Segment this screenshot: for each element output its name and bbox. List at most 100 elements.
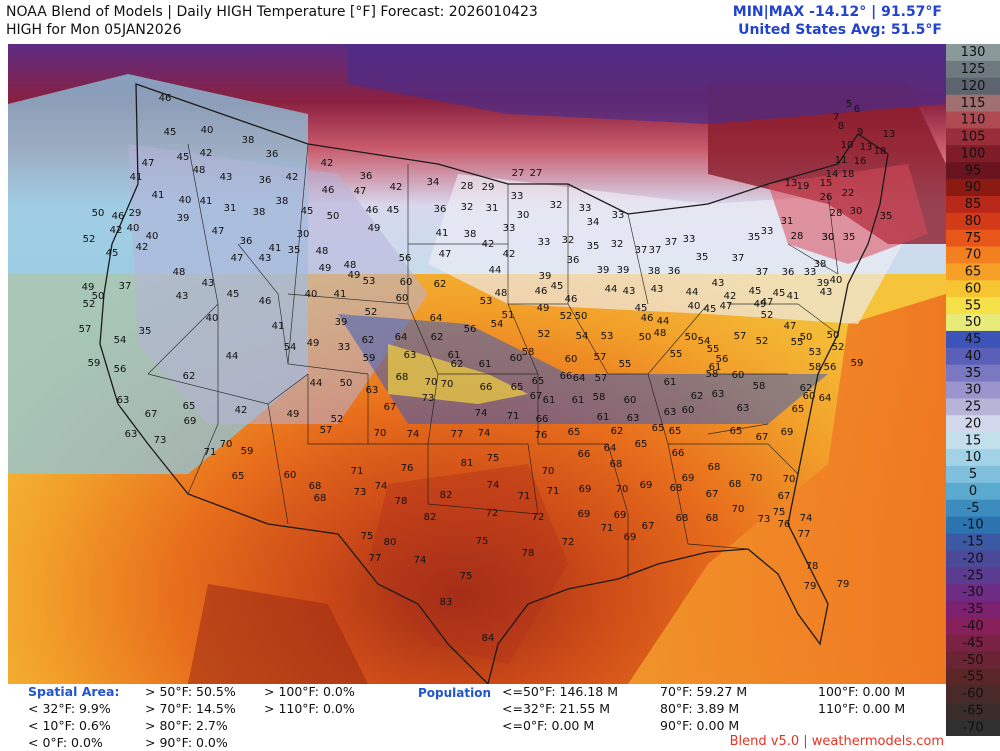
- temperature-label: 46: [366, 205, 379, 216]
- temperature-label: 45: [773, 288, 786, 299]
- population-stat: 90°F: 0.00 M: [660, 718, 740, 733]
- colorbar-label: -30: [962, 585, 983, 600]
- colorbar-swatch: [946, 415, 1000, 433]
- temperature-label: 64: [819, 393, 832, 404]
- temperature-label: 62: [434, 279, 447, 290]
- colorbar-swatch: [946, 702, 1000, 720]
- colorbar-swatch: [946, 685, 1000, 703]
- temperature-label: 32: [550, 200, 563, 211]
- temperature-label: 45: [749, 286, 762, 297]
- colorbar-swatch: [946, 449, 1000, 467]
- temperature-label: 32: [562, 235, 575, 246]
- temperature-label: 33: [338, 342, 351, 353]
- temperature-label: 40: [305, 289, 318, 300]
- temperature-label: 43: [651, 284, 664, 295]
- temperature-label: 76: [401, 463, 414, 474]
- temperature-label: 13: [883, 129, 896, 140]
- temperature-label: 48: [654, 328, 667, 339]
- temperature-label: 60: [803, 391, 816, 402]
- temperature-label: 27: [530, 168, 543, 179]
- colorbar-label: 110: [961, 113, 986, 128]
- temperature-label: 62: [183, 371, 196, 382]
- temperature-label: 68: [396, 372, 409, 383]
- temperature-label: 28: [461, 181, 474, 192]
- temperature-label: 64: [430, 313, 443, 324]
- colorbar-swatch: [946, 229, 1000, 248]
- temperature-label: 42: [321, 158, 334, 169]
- colorbar-label: 10: [965, 450, 982, 465]
- colorbar-swatch: [946, 145, 1000, 163]
- temperature-label: 50: [685, 332, 698, 343]
- temperature-label: 44: [686, 287, 699, 298]
- temperature-label: 83: [440, 597, 453, 608]
- temperature-label: 62: [691, 391, 704, 402]
- temperature-label: 50: [92, 291, 105, 302]
- temperature-label: 81: [461, 458, 474, 469]
- temperature-label: 59: [241, 446, 254, 457]
- temperature-label: 45: [635, 303, 648, 314]
- temperature-label: 72: [486, 508, 499, 519]
- temperature-label: 69: [184, 416, 197, 427]
- temperature-label: 48: [173, 267, 186, 278]
- temperature-label: 71: [204, 447, 217, 458]
- temperature-label: 37: [732, 253, 745, 264]
- temperature-label: 63: [117, 395, 130, 406]
- temperature-label: 36: [259, 175, 272, 186]
- temperature-label: 53: [363, 276, 376, 287]
- temperature-label: 80: [384, 537, 397, 548]
- temperature-label: 10: [841, 140, 854, 151]
- temperature-label: 67: [706, 489, 719, 500]
- temperature-label: 64: [604, 443, 617, 454]
- temperature-label: 6: [854, 104, 860, 115]
- title-line-1: NOAA Blend of Models | Daily HIGH Temper…: [6, 4, 538, 20]
- temperature-label: 75: [361, 531, 374, 542]
- temperature-label: 76: [535, 430, 548, 441]
- minmax-readout: MIN|MAX -14.12° | 91.57°F: [732, 4, 942, 20]
- temperature-label: 74: [478, 428, 491, 439]
- colorbar-swatch: [946, 179, 1000, 197]
- colorbar-label: 5: [969, 467, 977, 482]
- temperature-label: 52: [832, 342, 845, 353]
- summary-header: MIN|MAX -14.12° | 91.57°F United States …: [733, 3, 942, 39]
- colorbar-label: 60: [965, 281, 982, 296]
- temperature-label: 41: [272, 321, 285, 332]
- temperature-label: 53: [601, 331, 614, 342]
- population-stat: <=50°F: 146.18 M: [502, 684, 619, 699]
- temperature-label: 43: [623, 286, 636, 297]
- temperature-label: 61: [543, 395, 556, 406]
- colorbar-swatch: [946, 94, 1000, 113]
- temperature-label: 5: [846, 99, 852, 110]
- population-stat: 70°F: 59.27 M: [660, 684, 748, 699]
- temperature-label: 47: [231, 253, 244, 264]
- temperature-label: 44: [226, 351, 239, 362]
- colorbar-label: 100: [961, 146, 986, 161]
- spatial-stat: > 100°F: 0.0%: [264, 684, 355, 699]
- spatial-stat: > 110°F: 0.0%: [264, 701, 355, 716]
- temperature-label: 50: [327, 211, 340, 222]
- temperature-label: 54: [576, 331, 589, 342]
- colorbar-swatch: [946, 719, 1000, 736]
- temperature-label: 78: [806, 561, 819, 572]
- temperature-label: 49: [537, 303, 550, 314]
- temperature-label: 70: [374, 428, 387, 439]
- temperature-label: 42: [503, 249, 516, 260]
- temperature-label: 52: [83, 234, 96, 245]
- temperature-label: 7: [833, 112, 839, 123]
- temperature-label: 39: [597, 265, 610, 276]
- temperature-label: 43: [820, 287, 833, 298]
- temperature-label: 39: [817, 278, 830, 289]
- temperature-label: 75: [476, 536, 489, 547]
- temperature-label: 39: [335, 317, 348, 328]
- temperature-label: 45: [164, 127, 177, 138]
- temperature-label: 50: [575, 311, 588, 322]
- temperature-label: 28: [830, 208, 843, 219]
- temperature-label: 66: [480, 382, 493, 393]
- temperature-label: 40: [201, 125, 214, 136]
- temperature-label: 13: [785, 178, 798, 189]
- temperature-label: 40: [127, 223, 140, 234]
- colorbar-label: -10: [962, 518, 983, 533]
- temperature-label: 29: [482, 182, 495, 193]
- temperature-label: 13: [860, 142, 873, 153]
- temperature-label: 34: [427, 177, 440, 188]
- temperature-label: 45: [177, 152, 190, 163]
